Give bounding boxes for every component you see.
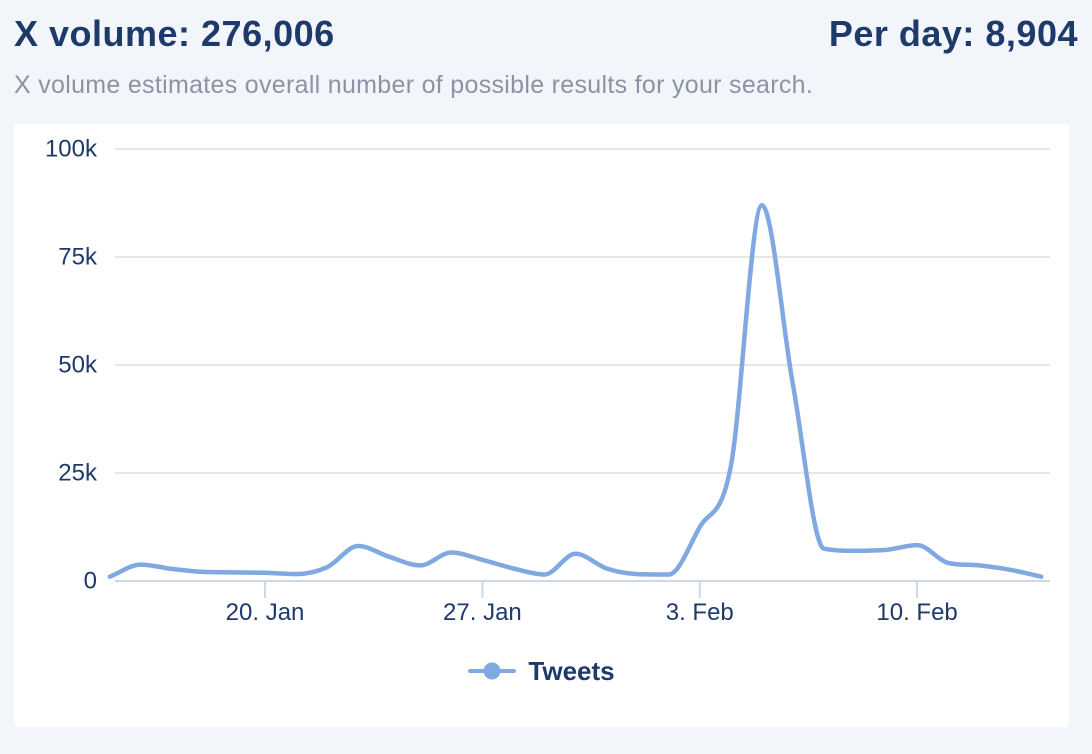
legend-label: Tweets — [528, 655, 615, 686]
svg-text:50k: 50k — [58, 351, 98, 378]
subtitle: X volume estimates overall number of pos… — [14, 71, 814, 100]
header-row: X volume: 276,006 Per day: 8,904 — [14, 12, 1078, 55]
svg-text:0: 0 — [84, 567, 97, 594]
legend-marker-icon — [468, 662, 517, 680]
svg-text:20. Jan: 20. Jan — [226, 599, 305, 626]
chart-svg: 0 25k 50k 75k 100k 20. Jan 27. Jan 3. Feb 10. Fe… — [45, 135, 1050, 626]
per-day-title: Per day: 8,904 — [828, 13, 1078, 54]
svg-text:27. Jan: 27. Jan — [443, 599, 522, 626]
page: X volume: 276,006 Per day: 8,904 X volum… — [0, 0, 1092, 727]
header: X volume: 276,006 Per day: 8,904 X volum… — [0, 0, 1092, 102]
svg-text:25k: 25k — [58, 459, 98, 486]
svg-text:100k: 100k — [45, 135, 98, 162]
svg-text:10. Feb: 10. Feb — [876, 599, 957, 626]
legend-item-tweets[interactable]: Tweets — [14, 656, 1069, 687]
chart-card: 0 25k 50k 75k 100k 20. Jan 27. Jan 3. Feb 10. Fe… — [14, 123, 1069, 727]
svg-text:3. Feb: 3. Feb — [666, 599, 734, 626]
svg-text:75k: 75k — [58, 243, 98, 270]
x-volume-title: X volume: 276,006 — [14, 13, 335, 54]
